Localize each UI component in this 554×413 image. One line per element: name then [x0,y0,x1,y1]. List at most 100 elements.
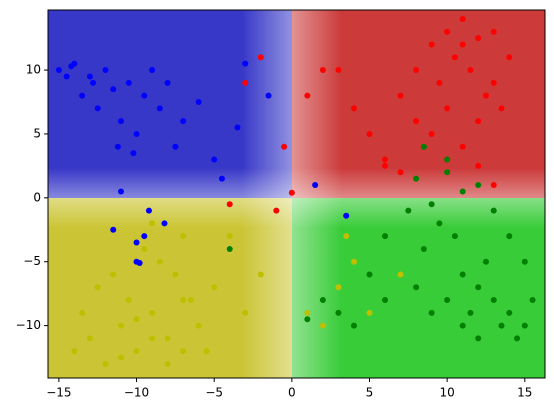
point [242,79,249,86]
point [304,316,311,323]
point [149,335,156,342]
point [149,220,156,227]
point [130,150,137,157]
point [71,348,78,355]
point [156,258,163,265]
point [506,309,513,316]
point [211,284,218,291]
point [117,354,124,361]
point [265,92,272,99]
point [366,271,373,278]
point [86,73,93,80]
point [68,63,75,70]
point [436,79,443,86]
point [79,92,86,99]
point [117,188,124,195]
point [498,322,505,329]
point [405,207,412,214]
point [281,143,288,150]
x-tick-label: 0 [288,386,296,400]
point [382,162,389,169]
point [459,15,466,22]
point [413,67,420,74]
point [413,118,420,125]
point [133,130,140,137]
point [242,309,249,316]
point [482,92,489,99]
x-tick-label: −10 [124,386,149,400]
point [136,260,143,266]
point [428,201,435,208]
point [234,124,241,131]
point [149,67,156,74]
point [350,322,357,329]
point [459,41,466,48]
point [257,271,264,278]
point [444,105,451,112]
point [382,297,389,304]
point [304,92,311,99]
point [211,156,218,163]
x-tick-label: 15 [517,386,532,400]
point [226,233,233,240]
point [172,271,179,278]
point [444,28,451,35]
point [444,297,451,304]
point [343,233,350,240]
point [451,54,458,61]
y-tick-label: 10 [26,63,41,77]
point [133,348,140,355]
point [382,156,389,163]
point [319,297,326,304]
point [125,297,132,304]
point [413,175,420,182]
point [335,284,342,291]
point [180,233,187,240]
point [273,207,280,214]
point [529,297,536,304]
point [335,309,342,316]
point [350,105,357,112]
point [180,348,187,355]
point [366,309,373,316]
y-tick-label: 0 [33,190,41,204]
point [133,316,140,323]
point [521,322,528,329]
point [102,67,109,74]
point [102,360,109,367]
point [413,284,420,291]
y-tick-label: 5 [33,126,41,140]
point [133,239,140,246]
point [63,73,70,80]
point [521,258,528,265]
point [490,297,497,304]
point [110,271,117,278]
point [164,335,171,342]
point [444,169,451,176]
point [475,162,482,169]
point [490,79,497,86]
point [444,156,451,163]
point [420,245,427,252]
point [475,182,482,189]
point [203,348,210,355]
point [149,309,156,316]
point [141,233,148,240]
point [335,67,342,74]
point [110,226,117,233]
point [164,360,171,367]
point [288,189,295,196]
point [436,220,443,227]
point [257,54,264,61]
point [482,258,489,265]
point [187,297,194,304]
point [226,245,233,252]
axes-frame [47,9,546,379]
point [226,201,233,208]
point [180,118,187,125]
point [79,309,86,316]
point [459,188,466,195]
point [110,86,117,93]
x-tick-label: 5 [366,386,374,400]
point [459,143,466,150]
